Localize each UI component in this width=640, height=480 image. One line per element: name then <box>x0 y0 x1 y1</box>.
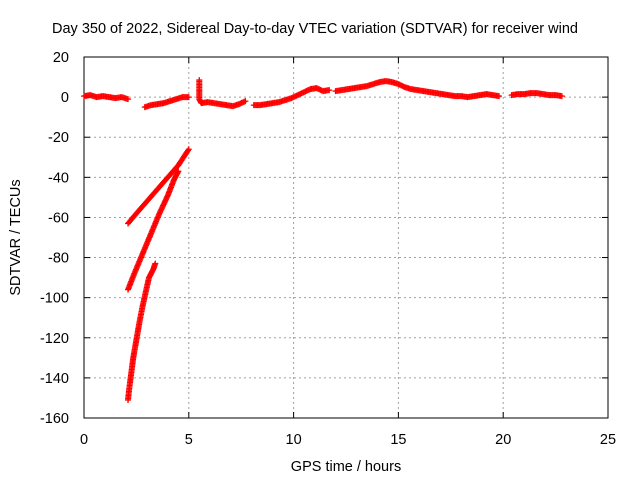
y-tick-label: 20 <box>53 50 69 66</box>
grid-lines <box>84 57 608 418</box>
y-tick-label: -20 <box>48 130 69 146</box>
plot-frame <box>83 56 609 419</box>
x-axis-label: GPS time / hours <box>291 459 401 475</box>
data-point <box>496 93 503 100</box>
data-point <box>185 94 192 101</box>
data-point <box>125 96 132 103</box>
y-tick-label: -40 <box>48 170 69 186</box>
data-point <box>152 260 159 267</box>
y-tick-label: -120 <box>40 331 69 347</box>
data-point <box>558 93 565 100</box>
x-tick-label: 5 <box>185 432 193 448</box>
data-point <box>242 98 249 105</box>
x-tick-label: 10 <box>286 432 302 448</box>
y-axis-label: SDTVAR / TECUs <box>8 179 24 295</box>
axis-ticks: 0 5 10 15 20 25 20 0 -20 -40 -60 -80 -100 -120 -140 -16… <box>40 50 616 448</box>
data-point <box>175 168 182 175</box>
x-tick-label: 20 <box>495 432 511 448</box>
x-tick-label: 15 <box>390 432 406 448</box>
x-tick-label: 25 <box>600 432 616 448</box>
y-tick-label: 0 <box>61 90 69 106</box>
y-tick-label: -160 <box>40 411 69 427</box>
y-tick-label: -80 <box>48 251 69 267</box>
y-tick-label: -100 <box>40 291 69 307</box>
data-point <box>185 146 192 153</box>
y-tick-label: -60 <box>48 210 69 226</box>
data-points <box>81 77 565 403</box>
data-point <box>326 87 333 94</box>
y-tick-label: -140 <box>40 371 69 387</box>
data-point <box>184 147 191 154</box>
chart-title: Day 350 of 2022, Sidereal Day-to-day VTE… <box>52 21 578 37</box>
x-tick-label: 0 <box>80 432 88 448</box>
